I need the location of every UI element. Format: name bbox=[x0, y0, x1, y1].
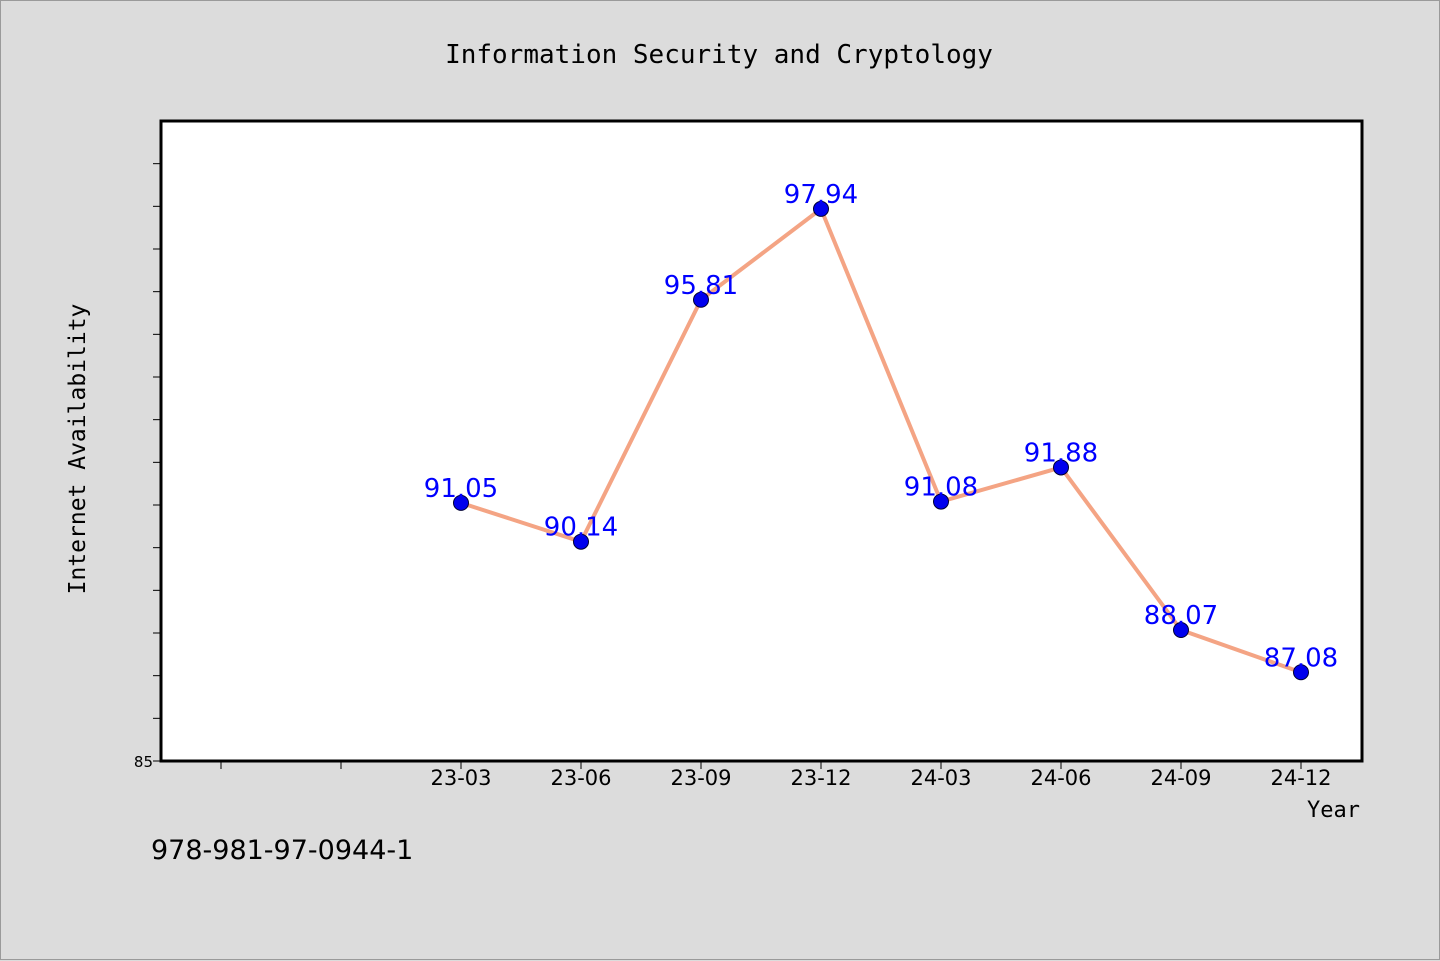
x-tick-label: 24-09 bbox=[1150, 766, 1211, 790]
y-axis-label: Internet Availability bbox=[65, 304, 91, 595]
data-label: 91.05 bbox=[424, 474, 498, 504]
x-tick-label: 24-06 bbox=[1030, 766, 1091, 790]
x-tick-label: 23-06 bbox=[550, 766, 611, 790]
data-label: 91.08 bbox=[904, 473, 978, 503]
data-label: 87.08 bbox=[1264, 643, 1338, 673]
x-tick-label: 24-12 bbox=[1270, 766, 1331, 790]
data-point bbox=[813, 200, 829, 217]
x-axis-tick-labels: 23-03 23-06 23-09 23-12 24-03 24-06 24-09 24-12 bbox=[430, 766, 1331, 790]
data-label: 97.94 bbox=[784, 180, 858, 210]
data-label: 91.88 bbox=[1024, 438, 1098, 468]
x-tick-label: 23-03 bbox=[430, 766, 491, 790]
data-labels-layer: 91.05 90.14 95.81 97.94 91.08 91.88 88.07 87.08 bbox=[424, 180, 1338, 673]
series-layer bbox=[453, 200, 1309, 681]
data-point bbox=[1293, 664, 1309, 681]
plot-area bbox=[159, 119, 1364, 763]
isbn-note: 978-981-97-0944-1 bbox=[151, 835, 414, 866]
data-label: 88.07 bbox=[1144, 601, 1218, 631]
y-axis-ticks bbox=[153, 163, 161, 762]
data-label: 95.81 bbox=[664, 271, 738, 301]
series-line bbox=[460, 206, 1302, 675]
x-tick-label: 23-09 bbox=[670, 766, 731, 790]
x-tick-label: 23-12 bbox=[790, 766, 851, 790]
y-tick-label: 85 bbox=[134, 753, 153, 771]
x-tick-label: 24-03 bbox=[910, 766, 971, 790]
data-point bbox=[1173, 622, 1189, 639]
data-point bbox=[453, 494, 469, 511]
data-label: 90.14 bbox=[544, 513, 618, 543]
x-axis-ticks bbox=[220, 761, 1302, 769]
data-point bbox=[933, 493, 949, 510]
data-point bbox=[573, 533, 589, 550]
data-point bbox=[693, 291, 709, 308]
chart-title: Information Security and Cryptology bbox=[445, 40, 993, 70]
data-point bbox=[1053, 459, 1069, 476]
x-axis-label: Year bbox=[1307, 798, 1360, 823]
